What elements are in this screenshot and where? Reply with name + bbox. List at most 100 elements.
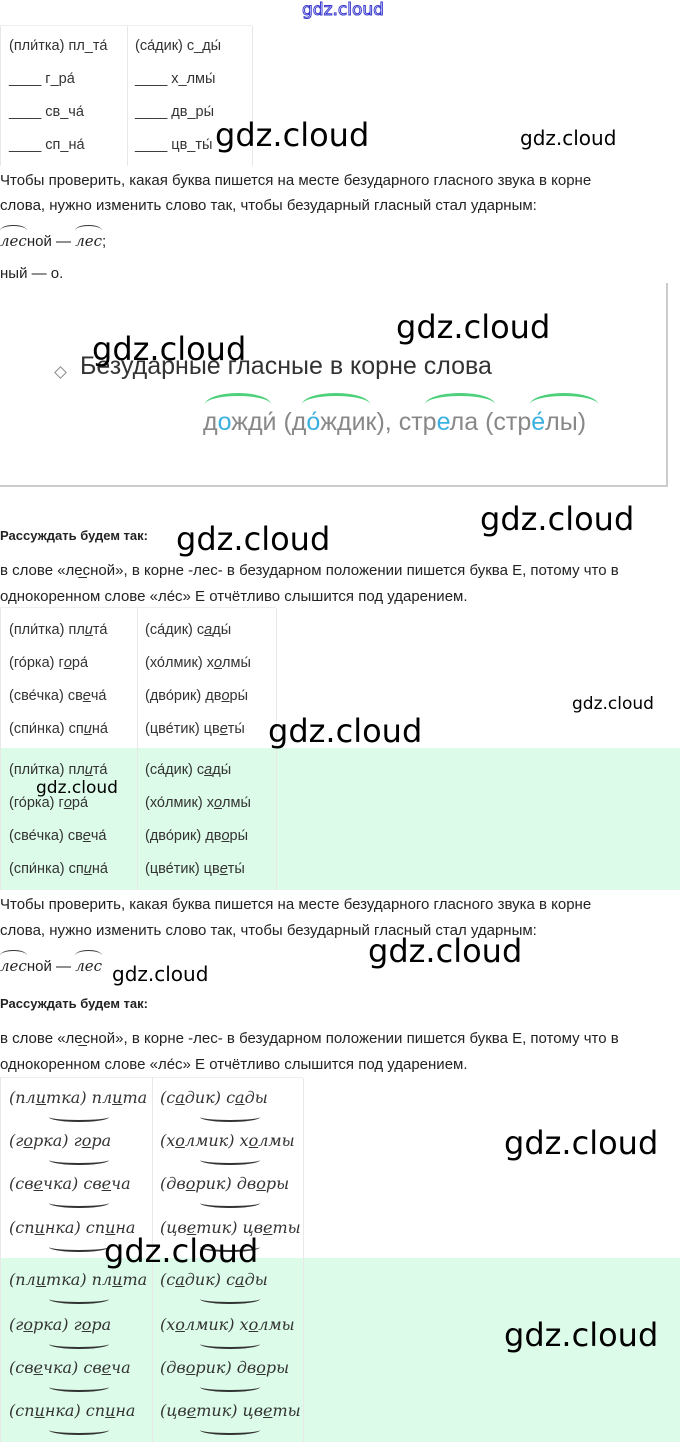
underlined-vowel: о bbox=[185, 1174, 196, 1193]
word-part: на́ bbox=[91, 861, 108, 877]
table-cell: (холмик) холмы bbox=[160, 1315, 295, 1334]
answer-table-highlighted: (пли́тка) плита́ (са́дик) сады́ (го́рка) г… bbox=[0, 748, 277, 890]
word-part: (с bbox=[160, 1270, 176, 1289]
table-cell: (го́рка) гора́ bbox=[9, 655, 88, 671]
underlined-vowel: о bbox=[23, 1315, 33, 1334]
word-part: (са́дик) с bbox=[145, 762, 205, 778]
table-column-divider bbox=[1, 26, 128, 166]
table-cell: (пли́тка) плита́ bbox=[9, 622, 107, 638]
reasoning-heading-repeat: Рассуждать будем так: bbox=[0, 996, 148, 1011]
word-part: (св bbox=[9, 1358, 34, 1377]
table-cell: (спинка) спина bbox=[9, 1218, 135, 1237]
word-part: (сп bbox=[9, 1218, 35, 1237]
word-part: (цве́тик) цв bbox=[145, 721, 220, 737]
table-cell: (све́чка) свеча́ bbox=[9, 688, 106, 704]
stress-arc-icon bbox=[425, 393, 495, 416]
answer-highlight bbox=[0, 748, 680, 890]
table-cell: (горка) гора bbox=[9, 1131, 111, 1150]
table-cell: (хо́лмик) холмы́ bbox=[145, 655, 251, 671]
word-part: тик) цв bbox=[196, 1401, 264, 1420]
word-part: ты́ bbox=[227, 861, 245, 877]
watermark: gdz.cloud bbox=[268, 712, 423, 750]
rule-line-2: слова, нужно изменить слово так, чтобы б… bbox=[0, 197, 537, 214]
watermark: gdz.cloud bbox=[504, 1124, 659, 1162]
underlined-vowel: е bbox=[101, 1174, 112, 1193]
table-cell: (плитка) плита bbox=[9, 1088, 147, 1107]
underlined-vowel: а bbox=[235, 1088, 245, 1107]
rule-image bbox=[0, 283, 668, 487]
word-part: (х bbox=[160, 1131, 176, 1150]
table-cell: (садик) сады bbox=[160, 1088, 268, 1107]
word-part: ды́ bbox=[212, 762, 232, 778]
rule-example-repeat: лесной — лес bbox=[0, 950, 102, 975]
table-cell: (цве́тик) цветы́ bbox=[145, 861, 245, 877]
underlined-vowel: и bbox=[34, 1401, 45, 1420]
bracket-icon bbox=[49, 1198, 109, 1208]
word-part: лмы bbox=[258, 1131, 295, 1150]
word-part: на bbox=[115, 1218, 136, 1237]
underlined-vowel: а bbox=[204, 762, 213, 778]
serif-table: (плитка) плита (садик) сады (горка) гора (х… bbox=[0, 1077, 304, 1259]
watermark: gdz.cloud bbox=[176, 520, 331, 558]
bracket-icon bbox=[200, 1294, 260, 1304]
table-cell: (свечка) свеча bbox=[9, 1174, 131, 1193]
word-part: ры́ bbox=[229, 828, 249, 844]
word-part: лмы́ bbox=[222, 795, 251, 811]
table-column-divider bbox=[137, 608, 277, 749]
bracket-icon bbox=[200, 1155, 260, 1165]
word-part: рка) г bbox=[32, 1315, 82, 1334]
word-part: ды bbox=[244, 1270, 268, 1289]
word-part: (сп bbox=[9, 1401, 35, 1420]
underlined-vowel: е bbox=[263, 1401, 273, 1420]
rule-line-1: Чтобы проверить, какая буква пишется на … bbox=[0, 172, 592, 189]
example-suffix: ной — bbox=[26, 233, 72, 250]
underlined-vowel: о bbox=[213, 795, 223, 811]
rule-example: лесной — лес; bbox=[0, 225, 106, 250]
example-part: жди́ (д bbox=[231, 408, 307, 436]
word-part: (пл bbox=[9, 1088, 36, 1107]
underlined-vowel: и bbox=[35, 1270, 47, 1289]
table-cell: (пли́тка) пл_та́ bbox=[9, 38, 108, 54]
word-part: (х bbox=[160, 1315, 176, 1334]
word-part: (го́рка) г bbox=[9, 795, 64, 811]
rule-image-title: Безударные гласные в корне слова bbox=[80, 352, 492, 380]
reasoning-line-2-repeat: однокоренном слове «ле́с» Е отчётливо сл… bbox=[0, 1056, 468, 1073]
serif-highlight bbox=[0, 1258, 680, 1442]
bracket-icon bbox=[49, 1339, 109, 1349]
word-part: ры bbox=[265, 1174, 290, 1193]
underlined-vowel: е bbox=[219, 861, 228, 877]
watermark: gdz.cloud bbox=[112, 962, 209, 986]
bracket-icon bbox=[49, 1242, 109, 1252]
word-part: (хо́лмик) х bbox=[145, 655, 214, 671]
table-cell: (цветик) цветы bbox=[160, 1401, 301, 1420]
underlined-vowel: о bbox=[248, 1131, 259, 1150]
example-part: д bbox=[203, 408, 218, 436]
word-part: (пл bbox=[9, 1270, 36, 1289]
table-cell: (спи́нка) спина́ bbox=[9, 721, 108, 737]
table-cell: ____ цв_ты́ bbox=[135, 137, 213, 153]
accent-vowel: е́ bbox=[531, 408, 546, 436]
table-cell: (све́чка) свеча́ bbox=[9, 828, 106, 844]
table-cell: ____ дв_ры́ bbox=[135, 104, 214, 120]
underlined-vowel: и bbox=[112, 1270, 123, 1289]
word-part: (го́рка) г bbox=[9, 655, 64, 671]
underlined-vowel: о bbox=[256, 1358, 266, 1377]
table-cell: (са́дик) с_ды́ bbox=[135, 38, 222, 54]
bracket-icon bbox=[49, 1112, 109, 1122]
root-arc-word: лес bbox=[0, 225, 27, 250]
word-part: рка) г bbox=[32, 1131, 82, 1150]
watermark: gdz.cloud bbox=[504, 1316, 659, 1354]
table-column-divider bbox=[1, 748, 138, 890]
underlined-vowel: е bbox=[263, 1218, 273, 1237]
word-part: (пли́тка) пл bbox=[9, 762, 85, 778]
word-part: тик) цв bbox=[196, 1218, 264, 1237]
answer-table: (пли́тка) плита́ (са́дик) сады́ (го́рка) г… bbox=[0, 607, 277, 749]
watermark-top: gdz.cloud bbox=[302, 0, 385, 21]
underlined-vowel: о bbox=[213, 655, 223, 671]
root-arc-word: лес bbox=[0, 950, 27, 975]
underlined-vowel: а bbox=[204, 622, 213, 638]
underlined-vowel: и bbox=[105, 1401, 116, 1420]
word-part: та bbox=[122, 1270, 148, 1289]
example-part: лы) bbox=[545, 408, 587, 436]
